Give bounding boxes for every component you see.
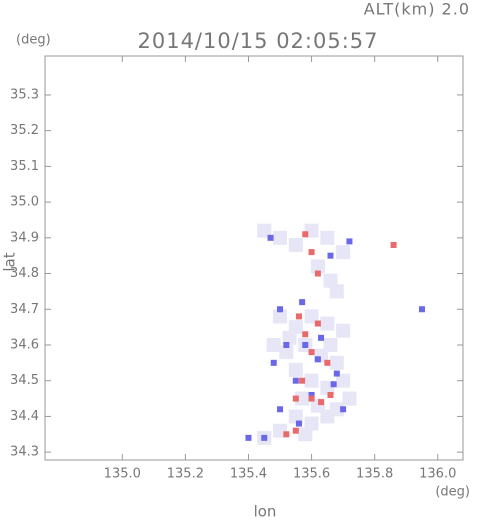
data-point [390, 241, 397, 248]
data-point [302, 341, 309, 348]
y-tick-label: 34.4 [10, 409, 39, 424]
data-point [292, 395, 299, 402]
data-point [304, 309, 319, 324]
data-point [323, 273, 338, 288]
data-point [279, 345, 294, 360]
x-tick-label: 135.8 [356, 467, 393, 482]
data-point [308, 391, 315, 398]
data-point [320, 409, 335, 424]
data-point [267, 234, 274, 241]
data-point [273, 230, 288, 245]
y-tick-label: 35.2 [10, 123, 39, 138]
data-point [295, 391, 310, 406]
chart-subtitle: ALT(km) 2.0 [364, 0, 470, 19]
data-point [308, 349, 315, 356]
y-tick-label: 35.0 [10, 195, 39, 210]
data-point [308, 249, 315, 256]
data-point [283, 431, 290, 438]
y-tick-label: 34.8 [10, 266, 39, 281]
data-point [329, 355, 344, 370]
data-point [336, 373, 351, 388]
data-point [299, 377, 306, 384]
data-point [302, 231, 309, 238]
data-point [318, 399, 325, 406]
data-point [299, 299, 306, 306]
data-point [261, 434, 268, 441]
data-point [288, 409, 303, 424]
data-point [324, 359, 331, 366]
data-point [288, 237, 303, 252]
y-tick-label: 34.5 [10, 373, 39, 388]
data-point [330, 381, 337, 388]
plot-frame [44, 55, 464, 461]
data-point [292, 377, 299, 384]
x-tick-label: 135.2 [167, 467, 204, 482]
data-point [310, 259, 325, 274]
data-point [327, 391, 334, 398]
x-unit: (deg) [435, 485, 470, 500]
data-point [295, 313, 302, 320]
data-point [314, 356, 321, 363]
y-unit: (deg) [16, 33, 51, 48]
data-point [342, 391, 357, 406]
data-point [257, 223, 272, 238]
data-point [288, 320, 303, 335]
data-point [323, 337, 338, 352]
data-point [320, 316, 335, 331]
y-tick-label: 34.9 [10, 230, 39, 245]
data-point [327, 252, 334, 259]
data-point [314, 320, 321, 327]
data-point [304, 373, 319, 388]
data-point [329, 284, 344, 299]
data-point [418, 306, 425, 313]
y-tick-label: 34.7 [10, 302, 39, 317]
data-point [336, 323, 351, 338]
data-point [314, 270, 321, 277]
data-point [295, 420, 302, 427]
data-point [333, 370, 340, 377]
x-tick-label: 136.0 [419, 467, 456, 482]
y-tick-label: 34.6 [10, 337, 39, 352]
y-axis-label: lat [1, 252, 19, 271]
data-point [292, 427, 299, 434]
data-point [273, 309, 288, 324]
data-point [308, 395, 315, 402]
y-tick-label: 34.3 [10, 445, 39, 460]
data-point [346, 238, 353, 245]
x-axis-label: lon [254, 503, 277, 521]
data-point [282, 330, 297, 345]
data-point [320, 230, 335, 245]
data-point [245, 434, 252, 441]
chart-title: 2014/10/15 02:05:57 [137, 29, 378, 53]
data-point [302, 331, 309, 338]
data-point [298, 427, 313, 442]
x-tick-label: 135.6 [293, 467, 330, 482]
x-tick-label: 135.4 [230, 467, 267, 482]
data-point [266, 337, 281, 352]
data-point [277, 406, 284, 413]
data-point [336, 245, 351, 260]
data-point [318, 334, 325, 341]
y-tick-label: 35.1 [10, 159, 39, 174]
data-point [304, 416, 319, 431]
data-point [277, 306, 284, 313]
data-point [283, 341, 290, 348]
data-point [340, 406, 347, 413]
y-tick-label: 35.3 [10, 87, 39, 102]
x-tick-label: 135.0 [104, 467, 141, 482]
data-point [270, 359, 277, 366]
data-point [288, 362, 303, 377]
